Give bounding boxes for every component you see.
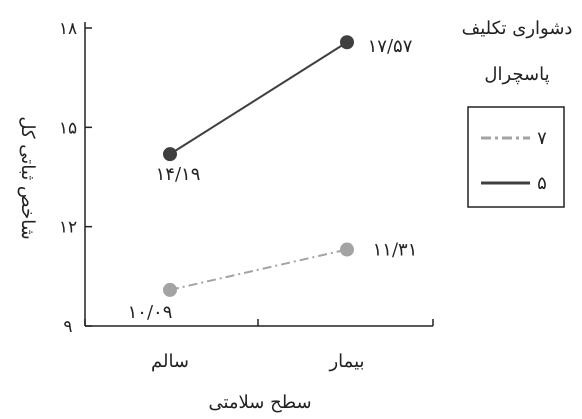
legend-title-line1: دشواری تکلیف [462,18,573,39]
data-point [163,282,177,297]
data-point [340,35,354,50]
series-line [169,248,348,291]
y-tick-label: ۱۲ [59,218,77,238]
legend-box [467,106,565,208]
x-axis-title: سطح سلامتی [208,392,311,413]
x-tick-label: بیمار [328,351,364,372]
data-point [163,147,177,162]
x-tick-label: سالم [151,351,189,372]
y-tick-label: ۹ [63,317,72,337]
legend-items: ۷۵ [481,128,547,194]
legend-title-line2: پاسچرال [484,64,549,85]
legend-label: ۵ [537,173,547,194]
y-axis-title: شاخص ثباتی کل [17,116,38,239]
series-layer: ۱۰/۰۹ ۱۱/۳۱ ۱۴/۱۹ ۱۷/۵۷ [128,35,418,323]
data-label: ۱۷/۵۷ [368,36,413,57]
data-label: ۱۱/۳۱ [373,240,418,261]
series-line [169,41,348,155]
legend-label: ۷ [537,128,547,149]
x-ticks: سالم بیمار [84,319,434,372]
legend: دشواری تکلیف پاسچرال ۷۵ [462,18,573,208]
y-tick-label: ۱۵ [59,118,77,138]
data-label: ۱۰/۰۹ [128,302,173,323]
data-point [340,242,354,257]
y-ticks: ۹ ۱۲ ۱۵ ۱۸ [59,19,92,337]
data-label: ۱۴/۱۹ [156,164,201,185]
y-tick-label: ۱۸ [59,19,77,39]
